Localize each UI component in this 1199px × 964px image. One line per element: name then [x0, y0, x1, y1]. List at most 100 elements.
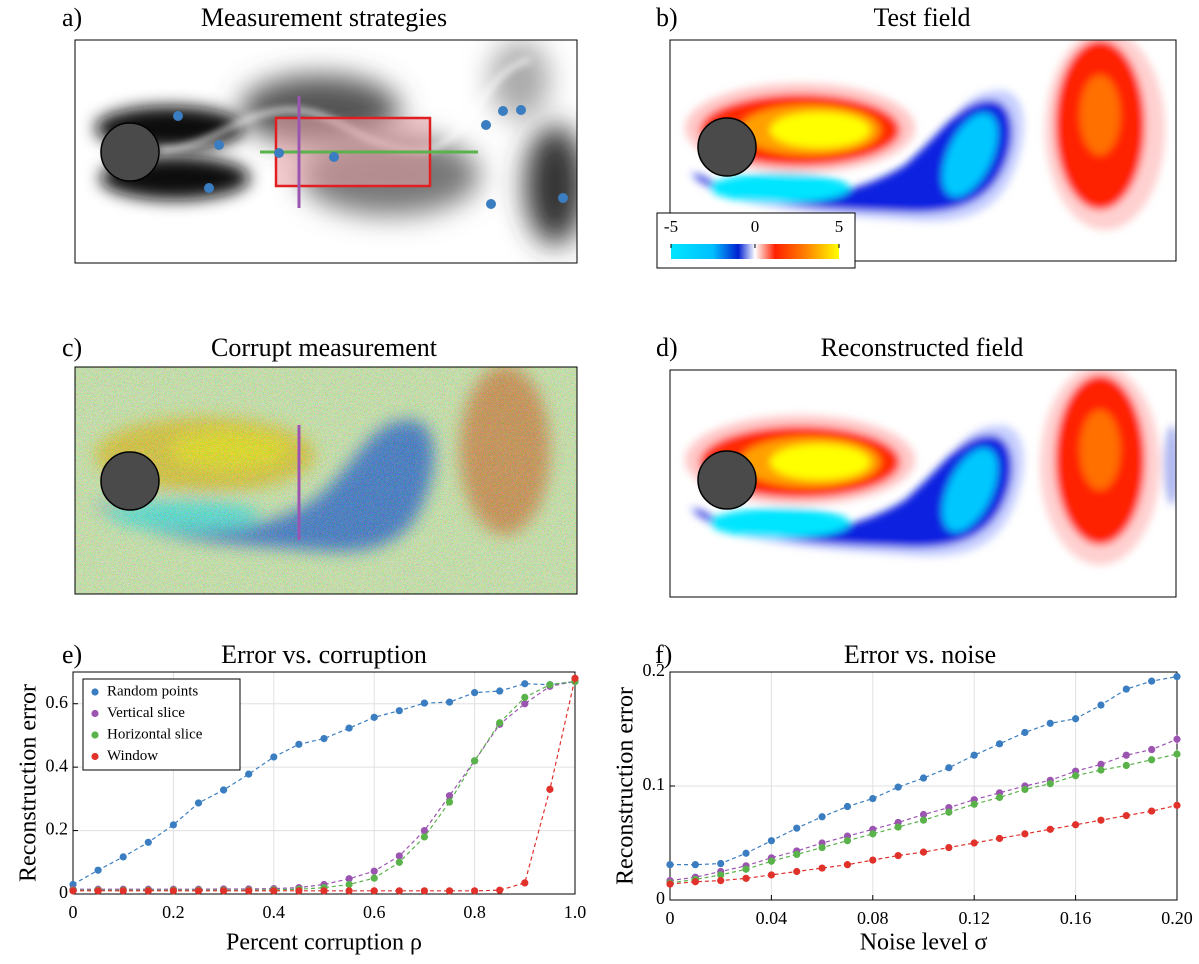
- plot-frame: [669, 671, 1178, 901]
- data-point: [395, 852, 403, 860]
- data-point: [1148, 756, 1156, 764]
- data-point: [818, 843, 826, 852]
- data-point: [945, 843, 953, 852]
- x-tick-label: 0.2: [162, 902, 185, 922]
- data-point: [521, 879, 529, 887]
- colorbar-tick-label: 5: [835, 217, 844, 236]
- data-point: [144, 838, 152, 846]
- data-point: [869, 856, 877, 864]
- data-point: [717, 859, 725, 868]
- data-point: [270, 753, 278, 761]
- data-point: [445, 792, 454, 800]
- data-point: [1097, 766, 1105, 774]
- y-tick-label: 0.2: [46, 819, 69, 839]
- y-tick-label: 0.6: [46, 692, 69, 712]
- x-tick-label: 0: [69, 902, 78, 922]
- panel-label: a): [62, 3, 82, 32]
- data-point: [420, 833, 428, 841]
- data-point: [1122, 685, 1130, 693]
- panel-label: b): [656, 3, 678, 32]
- panel-label: e): [62, 640, 82, 669]
- data-point: [1122, 812, 1130, 820]
- data-point: [119, 887, 127, 895]
- data-point: [1021, 785, 1029, 794]
- panel-frame: [74, 39, 578, 264]
- data-point: [119, 853, 127, 861]
- data-point: [793, 850, 801, 859]
- data-point: [894, 851, 902, 860]
- data-point: [995, 740, 1004, 748]
- data-point: [571, 674, 579, 682]
- data-point: [1046, 825, 1054, 833]
- data-point: [843, 802, 852, 811]
- panel-label: f): [655, 640, 672, 669]
- panel-label: d): [656, 333, 678, 362]
- data-point: [1173, 672, 1181, 681]
- data-point: [818, 864, 826, 872]
- data-point: [445, 798, 454, 806]
- x-tick-label: 1.0: [564, 902, 587, 922]
- data-point: [869, 830, 877, 838]
- panel-title: Corrupt measurement: [211, 333, 438, 362]
- data-point: [742, 849, 750, 857]
- legend-label: Vertical slice: [107, 705, 185, 721]
- chart-title: Error vs. corruption: [221, 640, 427, 669]
- data-point: [1122, 751, 1130, 759]
- x-axis-label: Percent corruption ρ: [226, 930, 422, 956]
- data-point: [194, 887, 203, 895]
- panel-label: c): [62, 333, 82, 362]
- flow-image: [670, 370, 1176, 597]
- data-point: [1148, 807, 1156, 815]
- panel-title: Measurement strategies: [201, 3, 447, 32]
- legend: Random points Vertical slice Horizontal sl…: [82, 678, 241, 771]
- data-point: [471, 757, 479, 765]
- data-point: [144, 887, 152, 895]
- data-point: [1173, 735, 1181, 743]
- data-point: [420, 699, 428, 707]
- data-point: [69, 887, 77, 895]
- x-tick-label: 0.4: [263, 902, 286, 922]
- random-points: [173, 105, 568, 209]
- data-point: [1097, 701, 1105, 709]
- data-point: [717, 871, 725, 879]
- data-point: [220, 786, 228, 794]
- series-line: [669, 738, 1178, 882]
- x-tick-label: 0.16: [1060, 908, 1092, 928]
- data-point: [270, 887, 278, 895]
- data-point: [370, 867, 378, 875]
- data-point: [245, 770, 253, 778]
- data-point: [1072, 821, 1080, 829]
- legend-marker: [91, 752, 99, 761]
- data-point: [345, 880, 353, 889]
- panel-frame: [669, 39, 1177, 262]
- data-point: [445, 698, 454, 706]
- data-point: [1097, 760, 1105, 768]
- x-tick-label: 0.6: [363, 902, 386, 922]
- data-point: [894, 823, 902, 831]
- legend-label: Horizontal slice: [107, 726, 203, 742]
- data-point: [742, 874, 750, 882]
- x-tick-label: 0.20: [1161, 908, 1193, 928]
- data-point: [395, 707, 403, 715]
- panel-frame: [669, 369, 1177, 598]
- series-line: [73, 680, 576, 890]
- data-point: [94, 866, 102, 874]
- data-point: [320, 735, 328, 743]
- data-point: [496, 719, 504, 727]
- data-point: [420, 887, 428, 895]
- data-point: [666, 861, 674, 869]
- data-point: [1021, 830, 1029, 838]
- data-point: [1072, 772, 1080, 780]
- data-point: [395, 887, 403, 895]
- chart-title: Error vs. noise: [844, 640, 996, 669]
- data-point: [691, 861, 699, 869]
- y-tick-label: 0.4: [46, 755, 69, 775]
- data-point: [1148, 745, 1156, 754]
- cylinder: [697, 450, 757, 510]
- panel-frame: [74, 366, 578, 595]
- x-tick-label: 0.04: [756, 908, 788, 928]
- data-point: [793, 867, 801, 876]
- data-point: [945, 808, 953, 816]
